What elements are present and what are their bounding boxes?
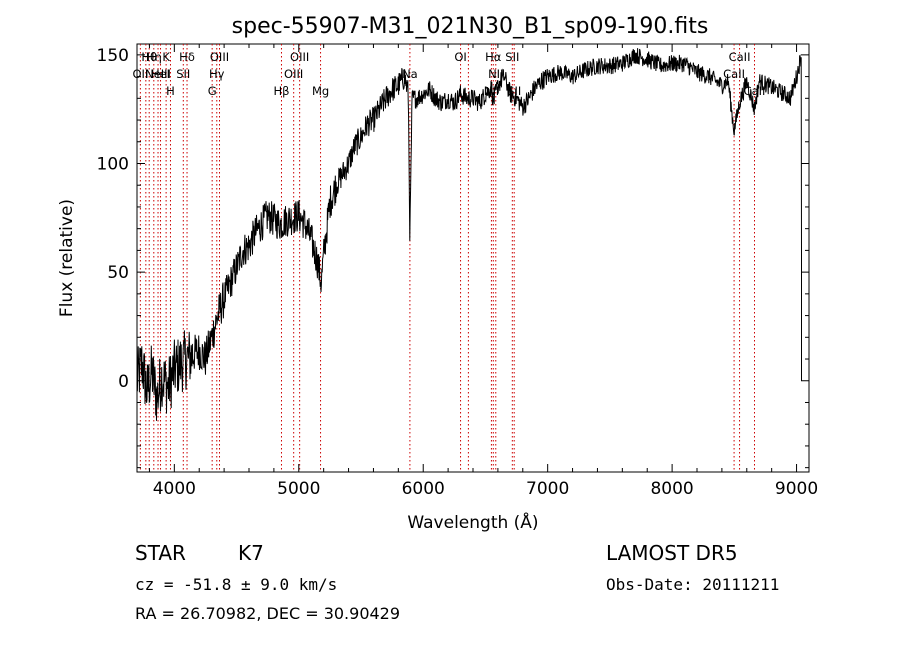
x-axis-label: Wavelength (Å) — [407, 511, 538, 533]
observation-date: Obs-Date: 20111211 — [606, 575, 779, 594]
line-marker-label: HeI — [151, 67, 170, 81]
line-marker-label: Hβ — [273, 84, 289, 98]
line-marker-label: OII — [132, 67, 148, 81]
x-tick-label: 8000 — [650, 479, 693, 499]
line-marker-label: H — [166, 84, 175, 98]
line-marker-label: CaII — [723, 67, 745, 81]
line-marker-label: K — [162, 50, 170, 64]
spectrum-line — [136, 48, 802, 421]
y-tick-label: 50 — [107, 263, 129, 283]
survey-name: LAMOST DR5 — [606, 541, 738, 565]
line-marker-label: Hδ — [179, 50, 195, 64]
x-tick-label: 7000 — [526, 479, 569, 499]
line-marker-label: NeIII — [145, 67, 171, 81]
line-marker-label: Hγ — [209, 67, 225, 81]
redshift-text: cz = -51.8 ± 9.0 km/s — [135, 575, 337, 594]
y-tick-label: 150 — [97, 46, 129, 66]
line-marker-label: OIII — [210, 50, 229, 64]
line-marker-label: SII — [505, 50, 519, 64]
spectral-line-labels: OIIHθHηNeIIIHeIKHSIIHδGHγOIIIHβOIIIOIIIM… — [132, 50, 765, 98]
object-class: STAR — [135, 541, 186, 565]
line-marker-label: OI — [454, 50, 466, 64]
x-tick-label: 4000 — [153, 479, 196, 499]
line-marker-label: OIII — [284, 67, 303, 81]
x-tick-label: 6000 — [402, 479, 445, 499]
line-marker-label: CaII — [729, 50, 751, 64]
line-marker-label: Hα — [485, 50, 502, 64]
x-tick-label: 9000 — [775, 479, 818, 499]
x-tick-label: 5000 — [277, 479, 320, 499]
chart-title: spec-55907-M31_021N30_B1_sp09-190.fits — [232, 14, 709, 39]
y-tick-label: 100 — [97, 154, 129, 174]
spectral-line-markers — [139, 44, 755, 472]
coordinates-text: RA = 26.70982, DEC = 30.90429 — [135, 604, 400, 623]
x-axis-ticks: 4000 5000 6000 7000 8000 9000 — [148, 44, 818, 499]
y-axis-ticks: 0 50 100 150 — [97, 46, 809, 469]
line-marker-label: Mg — [312, 84, 329, 98]
line-marker-label: NII — [488, 67, 503, 81]
line-marker-label: SII — [176, 67, 190, 81]
y-tick-label: 0 — [118, 372, 129, 392]
line-marker-label: OIII — [290, 50, 309, 64]
y-axis-label: Flux (relative) — [57, 199, 77, 317]
line-marker-label: Hθ — [141, 50, 157, 64]
line-marker-label: Hη — [146, 50, 162, 64]
line-marker-label: G — [208, 84, 217, 98]
spectral-type: K7 — [238, 541, 264, 565]
